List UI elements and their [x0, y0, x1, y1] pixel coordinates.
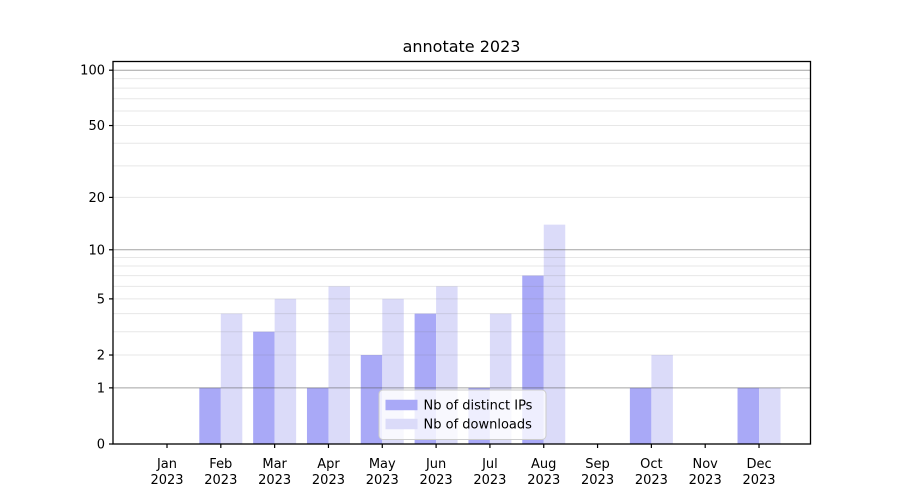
bar-distinct-ips-dec	[737, 387, 760, 444]
x-tick-label-year: 2023	[527, 473, 560, 488]
legend-box	[378, 389, 547, 440]
y-tick-label: 1	[97, 381, 105, 396]
bar-distinct-ips-oct	[629, 387, 652, 444]
bar-downloads-feb	[220, 313, 243, 444]
x-tick-label-year: 2023	[635, 473, 668, 488]
y-tick-label: 2	[97, 349, 105, 364]
y-tick-label: 20	[88, 191, 105, 206]
legend-label-distinct-ips: Nb of distinct IPs	[424, 399, 533, 414]
x-tick-label-month: Feb	[209, 457, 232, 472]
x-tick-label-year: 2023	[204, 473, 237, 488]
x-tick-label-year: 2023	[420, 473, 453, 488]
y-tick-label: 10	[88, 243, 105, 258]
y-tick-label: 5	[97, 292, 105, 307]
y-tick-label: 100	[80, 64, 105, 79]
x-tick-label-month: Mar	[262, 457, 287, 472]
legend-label-downloads: Nb of downloads	[424, 418, 533, 433]
x-tick-label-year: 2023	[689, 473, 722, 488]
bar-downloads-aug	[543, 224, 566, 444]
x-tick-label-year: 2023	[312, 473, 345, 488]
bar-downloads-mar	[274, 298, 297, 444]
bar-downloads-apr	[328, 286, 350, 444]
x-tick-label-year: 2023	[366, 473, 399, 488]
axes-frame	[112, 60, 812, 445]
x-tick-label-year: 2023	[742, 473, 775, 488]
x-tick-label-month: Jul	[481, 457, 498, 472]
bar-distinct-ips-feb	[199, 387, 221, 444]
x-tick-label-month: Aug	[531, 457, 556, 472]
plot-area	[113, 61, 811, 444]
x-tick-label-month: Jan	[156, 457, 177, 472]
x-tick-label-year: 2023	[473, 473, 506, 488]
x-tick-label-year: 2023	[581, 473, 614, 488]
x-tick-label-month: Dec	[746, 457, 771, 472]
y-tick-label: 50	[88, 119, 105, 134]
bar-distinct-ips-apr	[306, 387, 329, 444]
chart-title: annotate 2023	[402, 37, 521, 56]
x-tick-label-year: 2023	[258, 473, 291, 488]
x-tick-label-month: Apr	[317, 457, 340, 472]
y-tick-label: 0	[97, 438, 105, 453]
bar-downloads-dec	[759, 387, 781, 444]
legend-swatch-downloads	[385, 418, 418, 430]
bar-downloads-oct	[651, 355, 673, 444]
x-tick-label-month: Oct	[640, 457, 662, 472]
x-tick-label-year: 2023	[150, 473, 183, 488]
x-tick-label-month: Nov	[693, 457, 719, 472]
x-tick-label-month: May	[369, 457, 396, 472]
x-tick-label-month: Sep	[585, 457, 610, 472]
legend-swatch-distinct-ips	[385, 399, 418, 411]
x-tick-label-month: Jun	[425, 457, 446, 472]
bar-distinct-ips-may	[360, 355, 383, 444]
